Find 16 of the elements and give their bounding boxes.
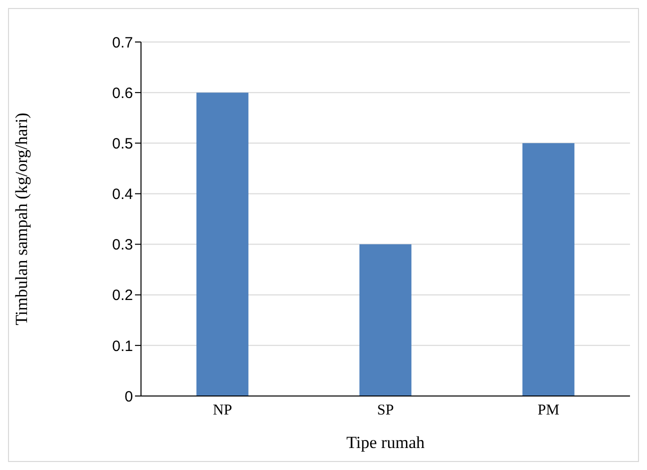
y-tick-label: 0.5 bbox=[112, 135, 133, 152]
y-tick-label: 0.3 bbox=[112, 236, 133, 254]
y-tick-label: 0.1 bbox=[112, 338, 133, 355]
bar bbox=[522, 143, 574, 396]
y-tick-label: 0.2 bbox=[112, 287, 133, 304]
y-tick-label: 0.6 bbox=[112, 84, 133, 102]
x-tick-label: SP bbox=[377, 402, 394, 419]
x-axis-title: Tipe rumah bbox=[346, 433, 426, 452]
y-tick-label: 0 bbox=[124, 388, 133, 406]
y-tick-label: 0.4 bbox=[112, 186, 133, 204]
y-axis-title: Timbulan sampah (kg/org/hari) bbox=[12, 112, 32, 326]
x-tick-label: PM bbox=[538, 402, 560, 419]
y-tick-label: 0.7 bbox=[112, 34, 133, 52]
bar bbox=[196, 92, 248, 396]
x-tick-label: NP bbox=[212, 402, 232, 419]
bar bbox=[359, 244, 412, 396]
